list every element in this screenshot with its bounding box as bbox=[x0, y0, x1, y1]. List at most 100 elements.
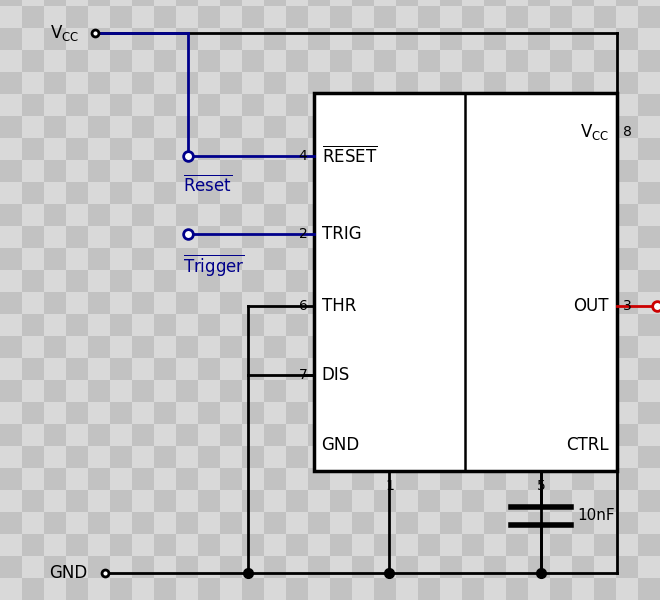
Bar bbox=[132, 534, 154, 556]
Bar bbox=[418, 182, 440, 204]
Bar bbox=[242, 402, 264, 424]
Bar bbox=[308, 226, 330, 248]
Bar bbox=[110, 490, 132, 512]
Bar bbox=[44, 402, 66, 424]
Bar bbox=[440, 556, 462, 578]
Bar bbox=[594, 138, 616, 160]
Bar bbox=[528, 358, 550, 380]
Bar bbox=[594, 490, 616, 512]
Bar bbox=[220, 138, 242, 160]
Bar bbox=[484, 116, 506, 138]
Bar bbox=[44, 424, 66, 446]
Bar bbox=[638, 578, 660, 600]
Bar bbox=[572, 138, 594, 160]
Bar bbox=[176, 446, 198, 468]
Bar bbox=[462, 556, 484, 578]
Bar bbox=[550, 314, 572, 336]
Bar bbox=[66, 160, 88, 182]
Bar bbox=[594, 336, 616, 358]
Bar bbox=[550, 446, 572, 468]
Bar bbox=[154, 226, 176, 248]
Bar bbox=[594, 534, 616, 556]
Bar bbox=[242, 28, 264, 50]
Bar bbox=[396, 248, 418, 270]
Bar bbox=[528, 534, 550, 556]
Bar bbox=[66, 534, 88, 556]
Bar bbox=[308, 402, 330, 424]
Bar bbox=[418, 534, 440, 556]
Bar bbox=[572, 578, 594, 600]
Bar bbox=[66, 28, 88, 50]
Bar bbox=[242, 0, 264, 6]
Bar bbox=[616, 490, 638, 512]
Text: 10nF: 10nF bbox=[578, 509, 615, 523]
Bar bbox=[66, 490, 88, 512]
Bar bbox=[242, 6, 264, 28]
Bar bbox=[0, 28, 22, 50]
Bar bbox=[440, 72, 462, 94]
Text: 8: 8 bbox=[623, 125, 632, 139]
Bar bbox=[88, 204, 110, 226]
Bar bbox=[132, 204, 154, 226]
Bar bbox=[132, 292, 154, 314]
Bar bbox=[264, 534, 286, 556]
Bar bbox=[638, 0, 660, 6]
Bar bbox=[638, 94, 660, 116]
Bar bbox=[176, 292, 198, 314]
Bar bbox=[506, 534, 528, 556]
Bar bbox=[594, 248, 616, 270]
Bar bbox=[330, 402, 352, 424]
Bar bbox=[462, 0, 484, 6]
Bar bbox=[594, 160, 616, 182]
Bar bbox=[638, 28, 660, 50]
Bar bbox=[242, 94, 264, 116]
Bar bbox=[176, 512, 198, 534]
Bar bbox=[352, 6, 374, 28]
Bar bbox=[638, 6, 660, 28]
Bar bbox=[198, 402, 220, 424]
Bar bbox=[440, 446, 462, 468]
Bar bbox=[572, 116, 594, 138]
Bar bbox=[594, 314, 616, 336]
Bar bbox=[616, 468, 638, 490]
Bar bbox=[462, 512, 484, 534]
Bar bbox=[110, 116, 132, 138]
Bar bbox=[572, 424, 594, 446]
Bar bbox=[220, 28, 242, 50]
Bar bbox=[88, 512, 110, 534]
Bar bbox=[396, 0, 418, 6]
Bar bbox=[616, 94, 638, 116]
Bar bbox=[594, 6, 616, 28]
Bar bbox=[440, 534, 462, 556]
Bar bbox=[572, 446, 594, 468]
Bar bbox=[594, 182, 616, 204]
Bar bbox=[396, 578, 418, 600]
Bar bbox=[550, 28, 572, 50]
Bar bbox=[88, 160, 110, 182]
Bar bbox=[110, 534, 132, 556]
Bar bbox=[66, 72, 88, 94]
Bar bbox=[0, 556, 22, 578]
Bar bbox=[286, 204, 308, 226]
Bar bbox=[352, 556, 374, 578]
Bar bbox=[220, 512, 242, 534]
Bar bbox=[528, 336, 550, 358]
Bar bbox=[528, 72, 550, 94]
Bar bbox=[308, 28, 330, 50]
Bar bbox=[220, 270, 242, 292]
Bar bbox=[572, 556, 594, 578]
Text: CTRL: CTRL bbox=[566, 436, 609, 454]
Bar bbox=[308, 358, 330, 380]
Bar bbox=[176, 116, 198, 138]
Bar bbox=[550, 6, 572, 28]
Bar bbox=[44, 138, 66, 160]
Bar bbox=[198, 292, 220, 314]
Bar bbox=[198, 138, 220, 160]
Bar bbox=[44, 248, 66, 270]
Bar bbox=[506, 248, 528, 270]
Bar bbox=[396, 204, 418, 226]
Bar bbox=[484, 468, 506, 490]
Bar bbox=[110, 292, 132, 314]
Text: 7: 7 bbox=[299, 368, 308, 382]
Bar bbox=[330, 94, 352, 116]
